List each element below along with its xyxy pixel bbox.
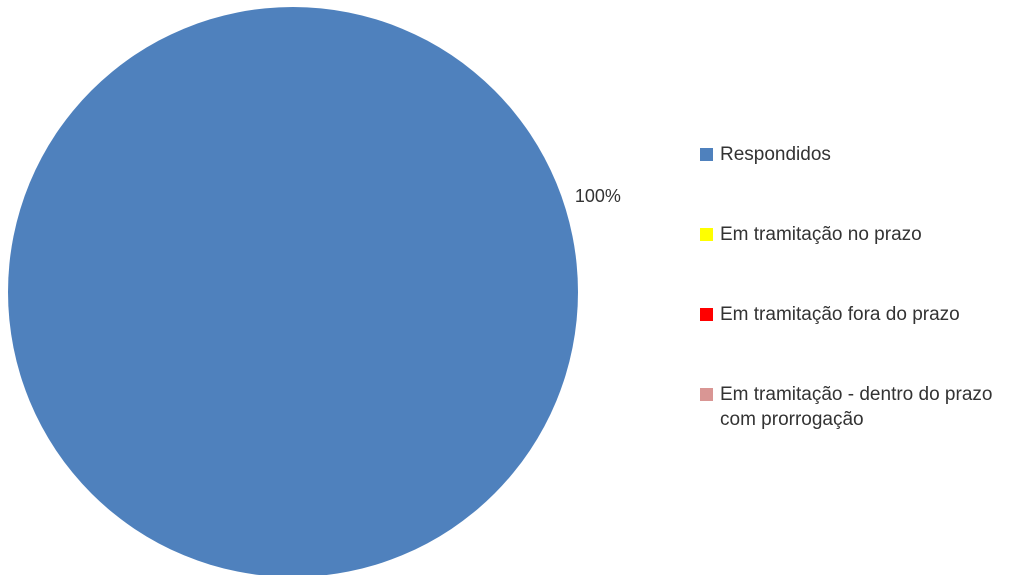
legend-item: Respondidos: [700, 142, 1030, 222]
legend-label: Em tramitação - dentro do prazo com pror…: [720, 384, 993, 430]
legend-item: Em tramitação no prazo: [700, 222, 1030, 302]
legend: Respondidos Em tramitação no prazo Em tram…: [700, 142, 1030, 462]
legend-label: Respondidos: [720, 144, 831, 165]
legend-swatch: [700, 388, 713, 401]
legend-item: Em tramitação - dentro do prazo com pror…: [700, 382, 1030, 462]
legend-swatch: [700, 148, 713, 161]
legend-label: Em tramitação fora do prazo: [720, 304, 960, 325]
legend-swatch: [700, 308, 713, 321]
data-label: 100%: [575, 186, 621, 206]
legend-swatch: [700, 228, 713, 241]
legend-item: Em tramitação fora do prazo: [700, 302, 1030, 382]
legend-label: Em tramitação no prazo: [720, 224, 922, 245]
pie-slice: [8, 7, 578, 575]
